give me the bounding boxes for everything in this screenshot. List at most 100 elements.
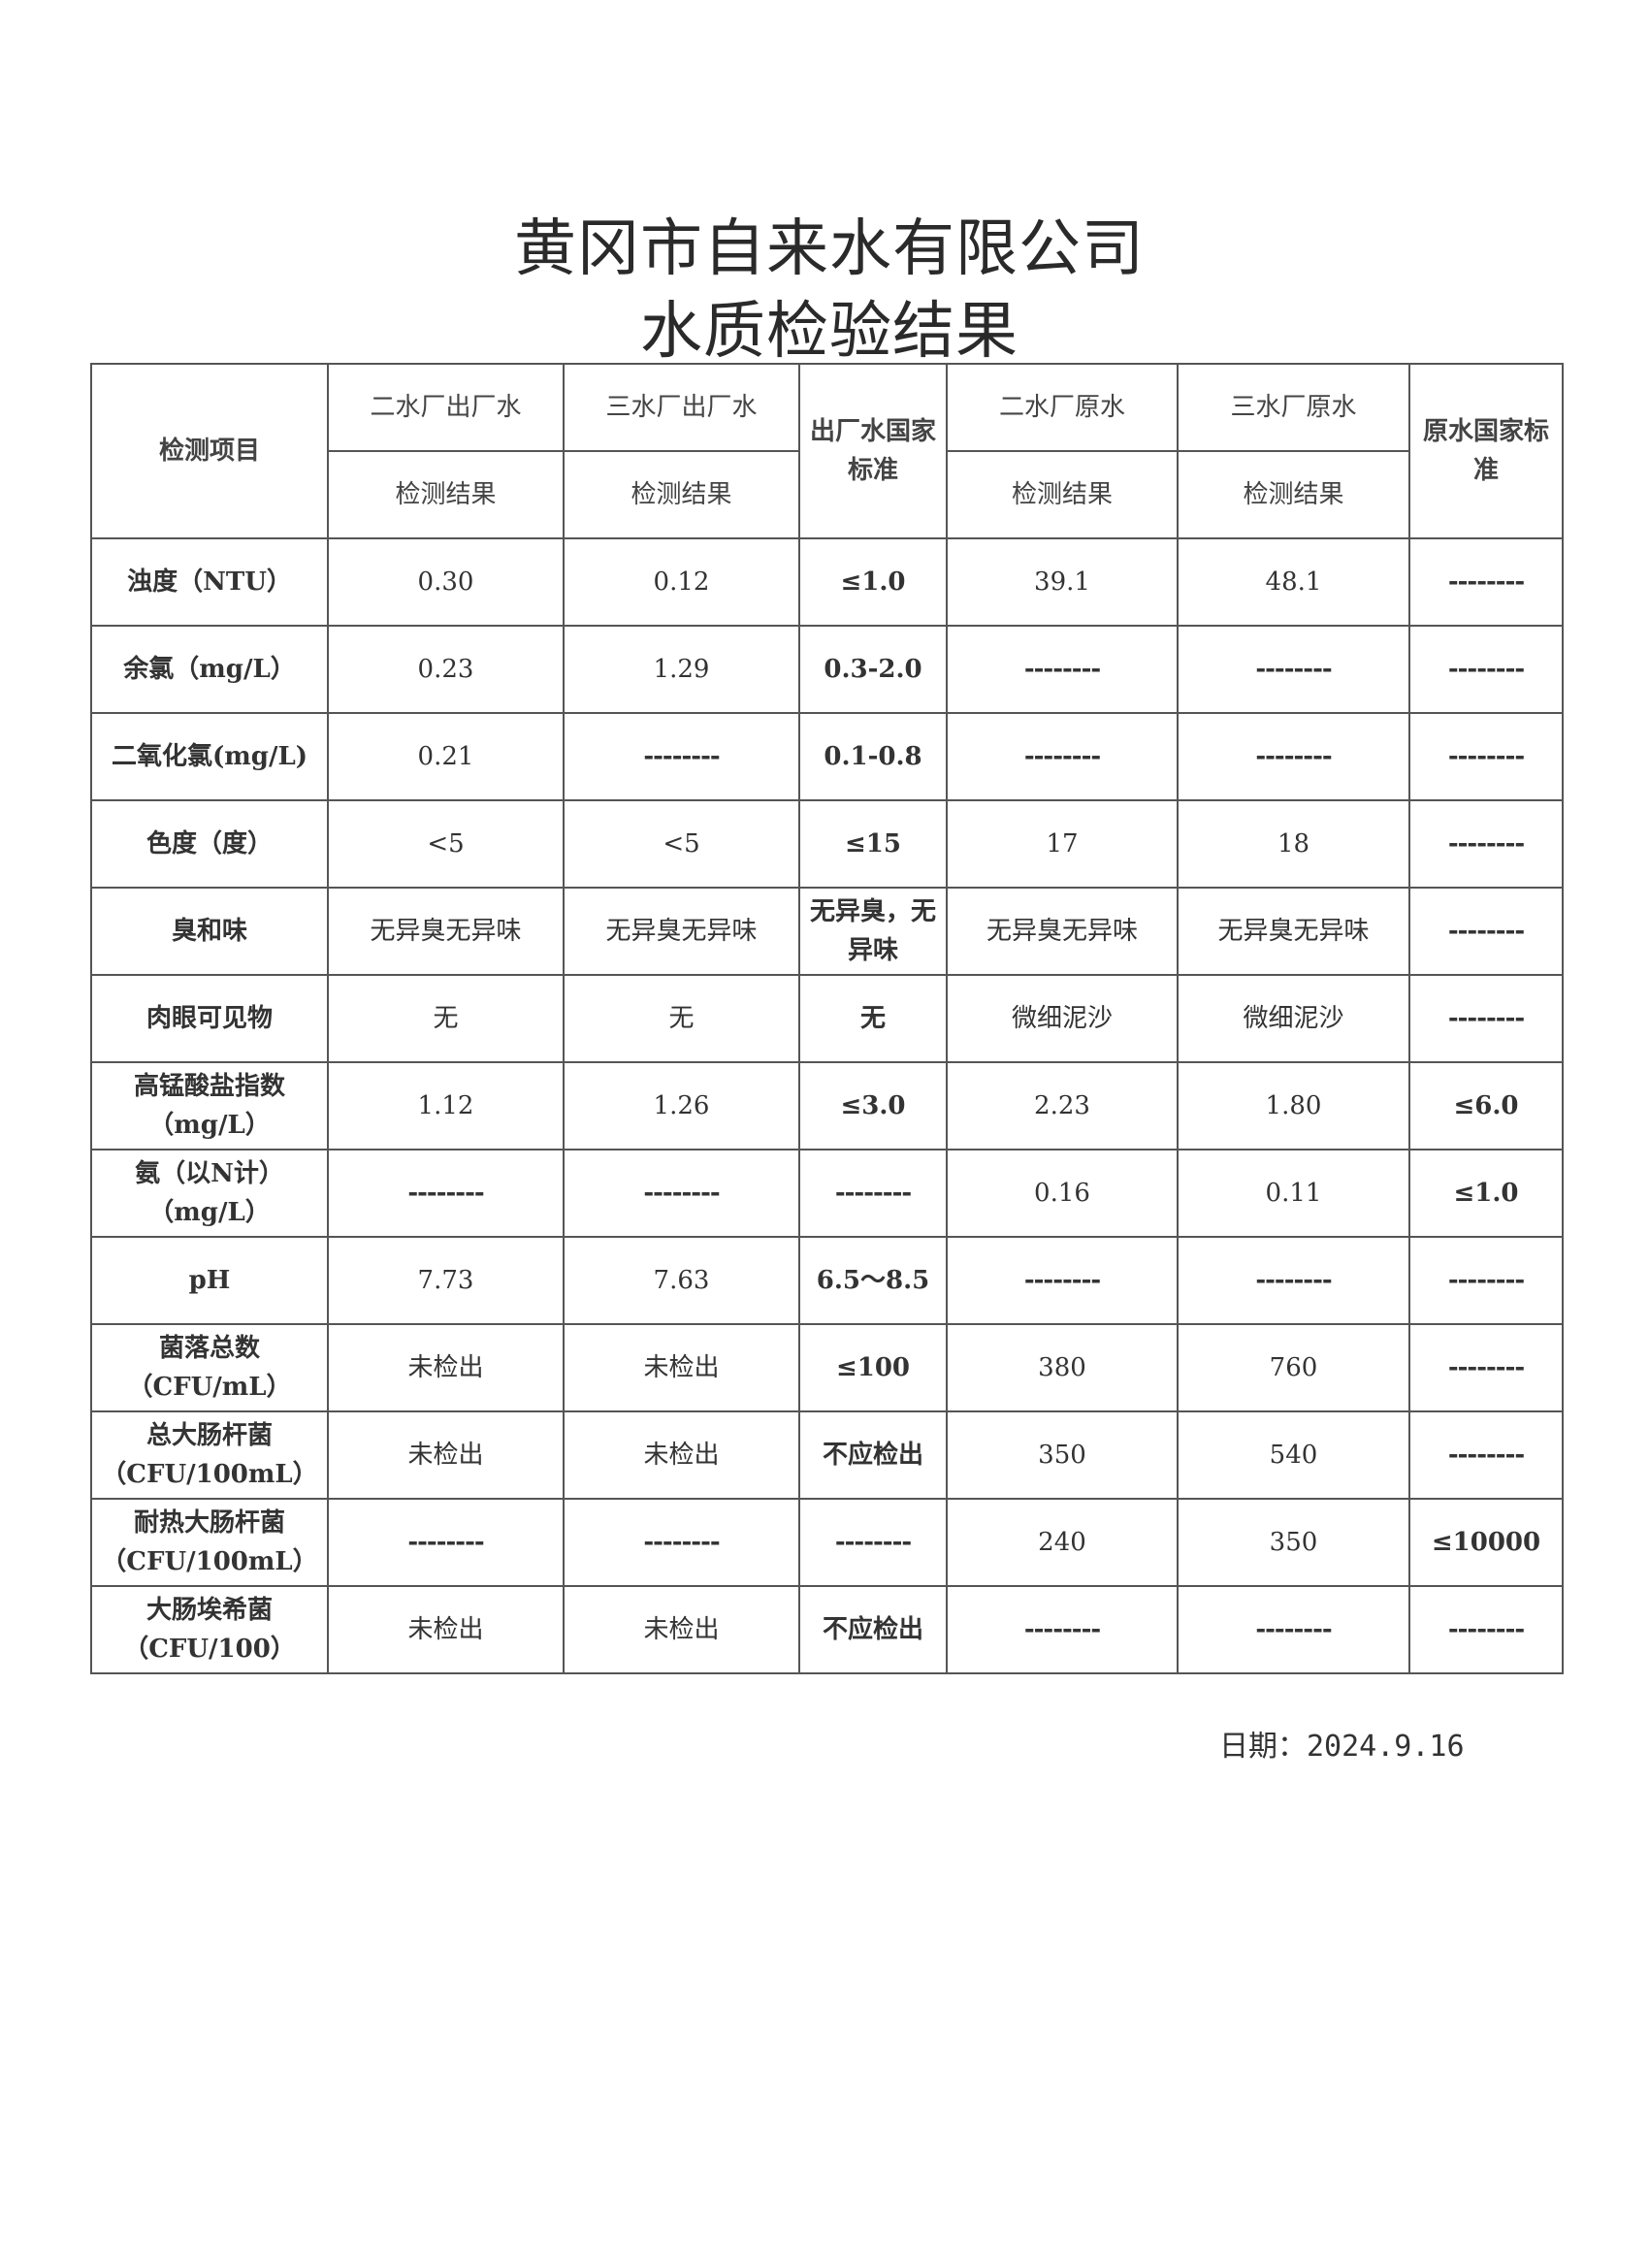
- value-cell: 1.29: [563, 625, 800, 714]
- value-cell: 39.1: [946, 537, 1179, 627]
- item-name: 菌落总数（CFU/mL）: [90, 1323, 329, 1412]
- table-row: 氨（以N计）（mg/L） -------- -------- -------- 0.16…: [90, 1149, 1564, 1238]
- header-col3: 出厂水国家标准: [798, 363, 948, 539]
- value-cell: ≤6.0: [1408, 1061, 1564, 1150]
- item-name: 浊度（NTU）: [90, 537, 329, 627]
- table-row: 浊度（NTU） 0.30 0.12 ≤1.0 39.1 48.1 --------: [90, 537, 1564, 627]
- value-cell: 不应检出: [798, 1585, 948, 1674]
- header-col4: 二水厂原水: [946, 363, 1179, 452]
- header-result: 检测结果: [1177, 450, 1410, 539]
- item-name: 肉眼可见物: [90, 974, 329, 1063]
- value-cell: --------: [1408, 625, 1564, 714]
- value-cell: 17: [946, 799, 1179, 889]
- value-cell: 无异臭，无异味: [798, 887, 948, 976]
- table-row: 高锰酸盐指数（mg/L） 1.12 1.26 ≤3.0 2.23 1.80 ≤6.0: [90, 1061, 1564, 1150]
- item-name: 氨（以N计）（mg/L）: [90, 1149, 329, 1238]
- value-cell: 380: [946, 1323, 1179, 1412]
- value-cell: 未检出: [327, 1585, 565, 1674]
- value-cell: 48.1: [1177, 537, 1410, 627]
- header-col6: 原水国家标准: [1408, 363, 1564, 539]
- header-result: 检测结果: [946, 450, 1179, 539]
- table-row: 肉眼可见物无无无微细泥沙 微细泥沙 --------: [90, 974, 1564, 1063]
- value-cell: --------: [1408, 1323, 1564, 1412]
- value-cell: --------: [327, 1498, 565, 1587]
- value-cell: ≤10000: [1408, 1498, 1564, 1587]
- company-title: 黄冈市自来水有限公司: [514, 213, 1145, 285]
- value-cell: 7.63: [563, 1236, 800, 1325]
- value-cell: 0.23: [327, 625, 565, 714]
- table-row: 二氧化氯(mg/L) 0.21 -------- 0.1-0.8 -------- ---…: [90, 712, 1564, 801]
- value-cell: <5: [327, 799, 565, 889]
- value-cell: --------: [1408, 974, 1564, 1063]
- value-cell: --------: [1177, 625, 1410, 714]
- value-cell: 0.30: [327, 537, 565, 627]
- value-cell: --------: [563, 712, 800, 801]
- item-name: 大肠埃希菌（CFU/100）: [90, 1585, 329, 1674]
- value-cell: --------: [1177, 1585, 1410, 1674]
- value-cell: 0.21: [327, 712, 565, 801]
- value-cell: 6.5～8.5: [798, 1236, 948, 1325]
- value-cell: --------: [1177, 712, 1410, 801]
- value-cell: --------: [563, 1498, 800, 1587]
- value-cell: --------: [563, 1149, 800, 1238]
- table-row: 余氯（mg/L） 0.23 1.29 0.3-2.0 -------- -------- -…: [90, 625, 1564, 714]
- value-cell: ≤3.0: [798, 1061, 948, 1150]
- value-cell: 无异臭无异味: [563, 887, 800, 976]
- value-cell: <5: [563, 799, 800, 889]
- value-cell: --------: [946, 1585, 1179, 1674]
- item-name: pH: [90, 1236, 329, 1325]
- item-name: 余氯（mg/L）: [90, 625, 329, 714]
- value-cell: --------: [1408, 1585, 1564, 1674]
- item-name: 臭和味: [90, 887, 329, 976]
- value-cell: 不应检出: [798, 1410, 948, 1500]
- value-cell: --------: [798, 1149, 948, 1238]
- value-cell: 1.80: [1177, 1061, 1410, 1150]
- item-name: 耐热大肠杆菌（CFU/100mL）: [90, 1498, 329, 1587]
- table-row: 耐热大肠杆菌（CFU/100mL） -------- -------- -------…: [90, 1498, 1564, 1587]
- value-cell: 0.12: [563, 537, 800, 627]
- value-cell: ≤1.0: [1408, 1149, 1564, 1238]
- value-cell: ≤1.0: [798, 537, 948, 627]
- value-cell: 540: [1177, 1410, 1410, 1500]
- value-cell: 0.11: [1177, 1149, 1410, 1238]
- value-cell: 0.1-0.8: [798, 712, 948, 801]
- value-cell: 无: [327, 974, 565, 1063]
- value-cell: 350: [946, 1410, 1179, 1500]
- value-cell: --------: [1408, 799, 1564, 889]
- value-cell: 无异臭无异味: [946, 887, 1179, 976]
- value-cell: 350: [1177, 1498, 1410, 1587]
- value-cell: 未检出: [327, 1410, 565, 1500]
- value-cell: 未检出: [563, 1585, 800, 1674]
- report-date: 日期：2024.9.16: [1219, 1730, 1465, 1764]
- value-cell: 0.16: [946, 1149, 1179, 1238]
- table-row: 臭和味 无异臭无异味 无异臭无异味 无异臭，无异味 无异臭无异味 无异臭无异味 ------…: [90, 887, 1564, 976]
- table-row: 色度（度） <5 <5 ≤15 17 18 --------: [90, 799, 1564, 889]
- value-cell: --------: [946, 712, 1179, 801]
- value-cell: 7.73: [327, 1236, 565, 1325]
- header-result: 检测结果: [327, 450, 565, 539]
- value-cell: 未检出: [563, 1323, 800, 1412]
- value-cell: --------: [1408, 712, 1564, 801]
- water-quality-table: 检测项目 二水厂出厂水 三水厂出厂水 出厂水国家标准 二水厂原水 三水厂原水 原…: [90, 363, 1564, 1674]
- table-row: 总大肠杆菌（CFU/100mL） 未检出 未检出 不应检出 350 540 --------: [90, 1410, 1564, 1500]
- value-cell: 1.12: [327, 1061, 565, 1150]
- value-cell: 1.26: [563, 1061, 800, 1150]
- header-item: 检测项目: [90, 363, 329, 539]
- table-row: 大肠埃希菌（CFU/100） 未检出 未检出 不应检出 -------- --------…: [90, 1585, 1564, 1674]
- value-cell: 微细泥沙: [1177, 974, 1410, 1063]
- value-cell: --------: [1177, 1236, 1410, 1325]
- table-row: pH 7.73 7.63 6.5～8.5 -------- -------- -------…: [90, 1236, 1564, 1325]
- value-cell: 240: [946, 1498, 1179, 1587]
- value-cell: 未检出: [327, 1323, 565, 1412]
- value-cell: --------: [1408, 537, 1564, 627]
- value-cell: --------: [1408, 1410, 1564, 1500]
- value-cell: --------: [946, 625, 1179, 714]
- value-cell: --------: [798, 1498, 948, 1587]
- value-cell: --------: [327, 1149, 565, 1238]
- value-cell: ≤15: [798, 799, 948, 889]
- value-cell: 无异臭无异味: [327, 887, 565, 976]
- item-name: 高锰酸盐指数（mg/L）: [90, 1061, 329, 1150]
- header-col5: 三水厂原水: [1177, 363, 1410, 452]
- value-cell: 18: [1177, 799, 1410, 889]
- value-cell: 微细泥沙: [946, 974, 1179, 1063]
